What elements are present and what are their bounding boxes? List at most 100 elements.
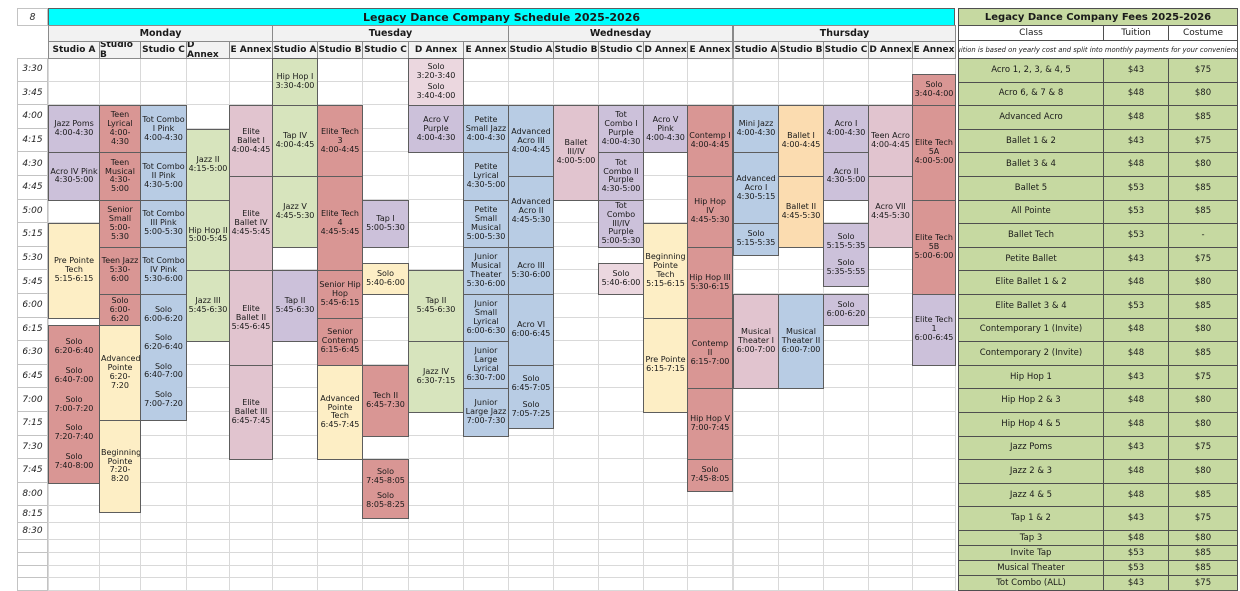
class-block-tot-combo-i-pink[interactable]: Tot Combo I Pink 4:00-4:30 xyxy=(140,105,187,154)
class-block-pre-pointe[interactable]: Pre Pointe 6:15-7:15 xyxy=(643,317,688,413)
class-block-acro-vi[interactable]: Acro VI 6:00-6:45 xyxy=(508,294,554,366)
class-block-solo[interactable]: Solo 6:20-6:40 Solo 6:40-7:00 Solo 7:00-7:20 S… xyxy=(48,325,100,484)
class-block-contemp-ii[interactable]: Contemp II 6:15-7:00 xyxy=(687,317,733,390)
class-block-elite-tech-5a[interactable]: Elite Tech 5A 4:00-5:00 xyxy=(912,105,956,201)
class-block-beginning-pointe-tech[interactable]: Beginning Pointe Tech 5:15-6:15 xyxy=(643,223,688,319)
class-block-elite-tech-4[interactable]: Elite Tech 4 4:45-5:45 xyxy=(317,176,363,272)
class-block-solo[interactable]: Solo 5:40-6:00 xyxy=(598,262,644,295)
class-block-acro-ii[interactable]: Acro II 4:30-5:00 xyxy=(823,152,869,201)
class-block-jazz-v[interactable]: Jazz V 4:45-5:30 xyxy=(272,176,318,248)
class-block-jazz-poms[interactable]: Jazz Poms 4:00-4:30 xyxy=(48,105,100,154)
class-entry: Hip Hop III 5:30-6:15 xyxy=(689,273,731,292)
class-block-junior-large-lyrical[interactable]: Junior Large Lyrical 6:30-7:00 xyxy=(463,341,509,390)
class-block-pre-pointe-tech[interactable]: Pre Pointe Tech 5:15-6:15 xyxy=(48,223,100,319)
class-block-solo[interactable]: Solo 3:40-4:00 xyxy=(912,73,956,107)
class-block-advanced-pointe[interactable]: Advanced Pointe 6:20-7:20 xyxy=(99,325,141,421)
class-block-advanced-acro-iii[interactable]: Advanced Acro III 4:00-4:45 xyxy=(508,105,554,177)
class-block-hip-hop-i[interactable]: Hip Hop I 3:30-4:00 xyxy=(272,58,318,107)
class-entry: Senior Small 5:00-5:30 xyxy=(101,205,139,242)
class-block-jazz-iv[interactable]: Jazz IV 6:30-7:15 xyxy=(408,341,464,413)
class-block-elite-tech-1[interactable]: Elite Tech 1 6:00-6:45 xyxy=(912,294,956,366)
class-block-petite-lyrical[interactable]: Petite Lyrical 4:30-5:00 xyxy=(463,152,509,201)
class-block-hip-hop-v[interactable]: Hip Hop V 7:00-7:45 xyxy=(687,388,733,461)
class-block-teen-lyrical[interactable]: Teen Lyrical 4:00-4:30 xyxy=(99,105,141,154)
class-block-solo[interactable]: Solo 5:40-6:00 xyxy=(362,262,409,295)
class-block-tot-combo-iii-pink[interactable]: Tot Combo III Pink 5:00-5:30 xyxy=(140,199,187,248)
fee-costume-cell: $85 xyxy=(1168,176,1238,201)
class-block-ballet-i[interactable]: Ballet I 4:00-4:45 xyxy=(778,105,824,177)
class-block-acro-v-pink[interactable]: Acro V Pink 4:00-4:30 xyxy=(643,105,688,154)
class-block-hip-hop-ii[interactable]: Hip Hop II 5:00-5:45 xyxy=(186,199,230,272)
class-block-advanced-pointe-tech[interactable]: Advanced Pointe Tech 6:45-7:45 xyxy=(317,364,363,461)
class-block-senior-contemp[interactable]: Senior Contemp 6:15-6:45 xyxy=(317,317,363,366)
class-time: 6:00-6:20 xyxy=(144,314,183,324)
class-block-tap-i[interactable]: Tap I 5:00-5:30 xyxy=(362,199,409,248)
class-block-advanced-acro-i[interactable]: Advanced Acro I 4:30-5:15 xyxy=(733,152,779,225)
class-block-solo[interactable]: Solo 6:45-7:05 Solo 7:05-7:25 xyxy=(508,364,554,429)
class-block-tot-combo-iv-pink[interactable]: Tot Combo IV Pink 5:30-6:00 xyxy=(140,246,187,295)
class-block-tap-ii[interactable]: Tap II 5:45-6:30 xyxy=(408,270,464,343)
class-block-acro-vii[interactable]: Acro VII 4:45-5:30 xyxy=(868,176,913,248)
class-block-tot-combo-iii-iv-purple[interactable]: Tot Combo III/IV Purple 5:00-5:30 xyxy=(598,199,644,248)
class-block-musical-theater-ii[interactable]: Musical Theater II 6:00-7:00 xyxy=(778,294,824,390)
class-time: 6:20-6:40 xyxy=(144,342,183,352)
class-block-acro-iv-pink[interactable]: Acro IV Pink 4:30-5:00 xyxy=(48,152,100,201)
col-header-tuesday-studio-b: Studio B xyxy=(317,41,363,59)
class-block-junior-musical-theater[interactable]: Junior Musical Theater 5:30-6:00 xyxy=(463,246,509,295)
class-block-elite-ballet-iii[interactable]: Elite Ballet III 6:45-7:45 xyxy=(229,364,273,461)
class-block-tap-ii[interactable]: Tap II 5:45-6:30 xyxy=(272,270,318,343)
fee-costume-cell: - xyxy=(1168,223,1238,248)
time-cell: 6:45 xyxy=(17,365,48,389)
class-block-junior-large-jazz[interactable]: Junior Large Jazz 7:00-7:30 xyxy=(463,388,509,437)
class-block-solo[interactable]: Solo 7:45-8:05 xyxy=(687,459,733,492)
class-block-tech-ii[interactable]: Tech II 6:45-7:30 xyxy=(362,364,409,437)
col-header-wednesday-d-annex: D Annex xyxy=(643,41,688,59)
class-block-tot-combo-ii-purple[interactable]: Tot Combo II Purple 4:30-5:00 xyxy=(598,152,644,201)
class-block-elite-tech-3[interactable]: Elite Tech 3 4:00-4:45 xyxy=(317,105,363,177)
class-block-petite-small-musical[interactable]: Petite Small Musical 5:00-5:30 xyxy=(463,199,509,248)
class-block-elite-ballet-i[interactable]: Elite Ballet I 4:00-4:45 xyxy=(229,105,273,177)
class-block-solo[interactable]: Solo 6:00-6:20 xyxy=(99,294,141,327)
class-block-teen-acro[interactable]: Teen Acro 4:00-4:45 xyxy=(868,105,913,177)
class-block-solo[interactable]: Solo 6:00-6:20 xyxy=(823,294,869,327)
class-block-teen-musical[interactable]: Teen Musical 4:30-5:00 xyxy=(99,152,141,201)
class-block-musical-theater-i[interactable]: Musical Theater I 6:00-7:00 xyxy=(733,294,779,390)
class-block-solo[interactable]: Solo 6:00-6:20 Solo 6:20-6:40 Solo 6:40-7:00 S… xyxy=(140,294,187,421)
fee-costume-cell: $75 xyxy=(1168,128,1238,154)
col-header-wednesday-e-annex: E Annex xyxy=(687,41,733,59)
class-block-petite-small-jazz[interactable]: Petite Small Jazz 4:00-4:30 xyxy=(463,105,509,154)
class-block-tot-combo-i-purple[interactable]: Tot Combo I Purple 4:00-4:30 xyxy=(598,105,644,154)
class-block-tot-combo-ii-pink[interactable]: Tot Combo II Pink 4:30-5:00 xyxy=(140,152,187,201)
class-block-beginning-pointe[interactable]: Beginning Pointe 7:20-8:20 xyxy=(99,419,141,514)
class-block-hip-hop-iv[interactable]: Hip Hop IV 4:45-5:30 xyxy=(687,176,733,248)
class-block-solo[interactable]: Solo 5:15-5:35 Solo 5:35-5:55 xyxy=(823,223,869,288)
class-block-solo[interactable]: Solo 3:20-3:40 Solo 3:40-4:00 xyxy=(408,58,464,107)
class-block-senior-hip-hop[interactable]: Senior Hip Hop 5:45-6:15 xyxy=(317,270,363,319)
class-time: 5:40-6:00 xyxy=(601,277,641,287)
class-block-mini-jazz[interactable]: Mini Jazz 4:00-4:30 xyxy=(733,105,779,154)
class-time: 5:00-5:30 xyxy=(144,227,183,237)
class-block-acro-iii[interactable]: Acro III 5:30-6:00 xyxy=(508,246,554,295)
class-block-solo[interactable]: Solo 7:45-8:05 Solo 8:05-8:25 xyxy=(362,459,409,519)
class-block-acro-i[interactable]: Acro I 4:00-4:30 xyxy=(823,105,869,154)
class-block-hip-hop-iii[interactable]: Hip Hop III 5:30-6:15 xyxy=(687,246,733,319)
class-block-elite-tech-5b[interactable]: Elite Tech 5B 5:00-6:00 xyxy=(912,199,956,295)
class-name: Elite Tech 3 xyxy=(320,126,360,145)
class-block-ballet-ii[interactable]: Ballet II 4:45-5:30 xyxy=(778,176,824,248)
class-block-elite-ballet-iv[interactable]: Elite Ballet IV 4:45-5:45 xyxy=(229,176,273,272)
class-block-junior-small-lyrical[interactable]: Junior Small Lyrical 6:00-6:30 xyxy=(463,294,509,343)
class-time: 4:30-5:00 xyxy=(54,175,94,185)
class-block-contemp-i[interactable]: Contemp I 4:00-4:45 xyxy=(687,105,733,177)
class-block-jazz-ii[interactable]: Jazz II 4:15-5:00 xyxy=(186,128,230,201)
class-block-senior-small[interactable]: Senior Small 5:00-5:30 xyxy=(99,199,141,248)
fees-column-header-class: Class xyxy=(958,25,1104,41)
class-block-jazz-iii[interactable]: Jazz III 5:45-6:30 xyxy=(186,270,230,343)
class-block-teen-jazz[interactable]: Teen Jazz 5:30-6:00 xyxy=(99,246,141,295)
class-name: Teen Acro xyxy=(871,131,910,141)
class-block-tap-iv[interactable]: Tap IV 4:00-4:45 xyxy=(272,105,318,177)
class-block-solo[interactable]: Solo 5:15-5:35 xyxy=(733,223,779,256)
class-block-advanced-acro-ii[interactable]: Advanced Acro II 4:45-5:30 xyxy=(508,176,554,248)
class-block-ballet-iii-iv[interactable]: Ballet III/IV 4:00-5:00 xyxy=(553,105,599,201)
class-block-acro-v-purple[interactable]: Acro V Purple 4:00-4:30 xyxy=(408,105,464,154)
class-block-elite-ballet-ii[interactable]: Elite Ballet II 5:45-6:45 xyxy=(229,270,273,366)
